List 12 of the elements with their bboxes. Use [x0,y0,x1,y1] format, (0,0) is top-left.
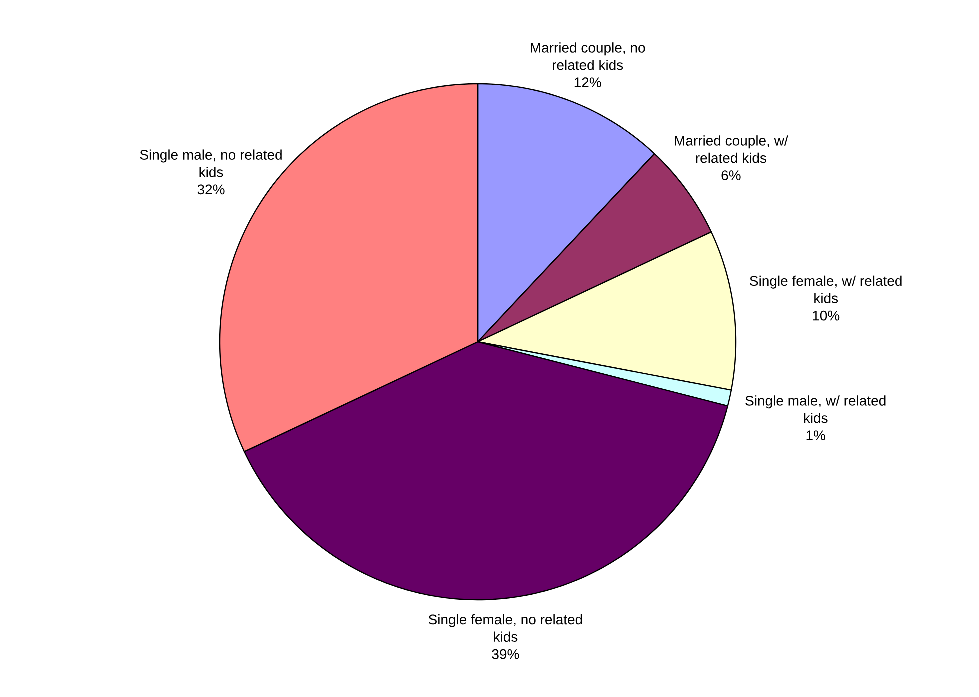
slice-label: Single male, w/ related kids [746,396,886,424]
data-label: 1% [806,430,826,440]
slice-label: Single female, w/ related kids [750,276,902,304]
slice-label: Single male, no related kids [140,150,282,178]
data-label: 10% [813,310,840,321]
data-label: 32% [198,184,225,195]
slice-label: Married couple, w/ related kids [675,136,788,164]
data-label: 39% [492,649,520,660]
data-label: 6% [722,170,741,181]
slice-label: Married couple, no related kids [531,42,646,70]
slice-label: Single female, no related kids [428,614,582,642]
data-label: 12% [574,78,602,88]
